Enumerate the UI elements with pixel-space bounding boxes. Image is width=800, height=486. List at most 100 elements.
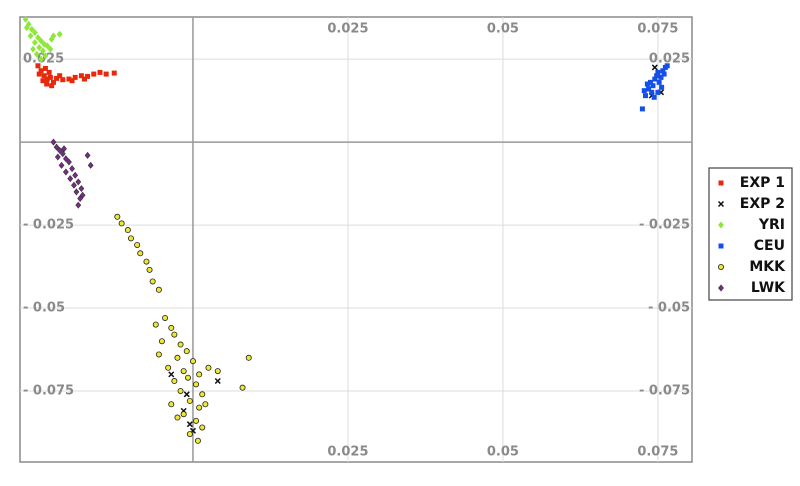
- point: [47, 74, 53, 80]
- point: [647, 79, 653, 85]
- point: [656, 79, 662, 85]
- x-tick-label: 0.025: [327, 445, 368, 460]
- point: [69, 165, 75, 173]
- y-tick-label: - 0.075: [639, 383, 690, 398]
- point: [38, 55, 44, 63]
- point: [152, 321, 159, 328]
- point: [639, 106, 645, 112]
- point: [652, 76, 658, 82]
- point: [649, 89, 655, 95]
- point: [36, 44, 43, 51]
- point: [183, 348, 190, 355]
- point: [54, 75, 60, 81]
- point: [146, 266, 153, 273]
- point: [245, 354, 252, 361]
- point: [118, 220, 125, 227]
- point: [111, 70, 117, 76]
- point: [81, 76, 87, 82]
- point: [650, 83, 656, 89]
- point: [36, 71, 42, 77]
- point: [239, 384, 246, 391]
- point: [50, 32, 57, 40]
- legend-label: EXP 2: [740, 196, 785, 212]
- point: [44, 81, 50, 87]
- point: [47, 45, 54, 53]
- point: [23, 24, 30, 32]
- point: [67, 175, 74, 183]
- point: [124, 227, 131, 234]
- point: [651, 94, 657, 100]
- legend-marker: [718, 284, 724, 292]
- legend-marker: [718, 243, 724, 249]
- point: [53, 143, 60, 151]
- point: [72, 171, 79, 179]
- point: [85, 73, 91, 79]
- point: [193, 381, 200, 388]
- point: [168, 324, 175, 331]
- point: [56, 30, 63, 38]
- point: [41, 73, 47, 79]
- point: [40, 78, 46, 84]
- point: [143, 258, 150, 265]
- plot-frame: [19, 16, 693, 463]
- legend-marker: [718, 180, 724, 186]
- point: [183, 391, 190, 398]
- point: [49, 83, 55, 89]
- point: [50, 138, 57, 146]
- legend-box: [708, 167, 793, 301]
- point: [60, 77, 66, 83]
- point: [27, 32, 34, 40]
- point: [38, 37, 44, 45]
- point: [158, 338, 165, 345]
- point: [78, 185, 85, 193]
- legend-label: YRI: [758, 217, 785, 233]
- x-tick-label: 0.075: [637, 445, 678, 460]
- point: [186, 397, 193, 404]
- point: [186, 431, 193, 438]
- point: [155, 286, 162, 293]
- legend-label: CEU: [754, 238, 785, 254]
- point: [199, 391, 206, 398]
- point: [641, 88, 647, 94]
- point: [661, 71, 667, 77]
- point: [42, 52, 49, 60]
- point: [184, 374, 191, 381]
- point: [186, 421, 193, 428]
- point: [664, 63, 670, 69]
- point: [62, 168, 69, 176]
- point: [202, 401, 209, 408]
- point: [62, 155, 69, 163]
- point: [646, 86, 652, 92]
- point: [87, 161, 94, 169]
- point: [644, 81, 650, 87]
- y-tick-label: 0.025: [649, 52, 690, 67]
- point: [174, 354, 181, 361]
- point: [97, 69, 103, 75]
- point: [42, 65, 48, 71]
- point: [44, 42, 51, 50]
- point: [659, 84, 665, 90]
- point: [174, 414, 181, 421]
- point: [149, 278, 156, 285]
- point: [196, 404, 203, 411]
- point: [58, 161, 65, 169]
- point: [28, 25, 35, 33]
- point: [91, 71, 97, 77]
- point: [658, 74, 664, 80]
- legend-label: LWK: [751, 280, 786, 296]
- y-tick-label: - 0.025: [639, 218, 690, 233]
- point: [168, 371, 175, 378]
- point: [660, 68, 666, 74]
- point: [35, 34, 41, 42]
- point: [66, 76, 72, 82]
- y-tick-label: - 0.05: [648, 301, 690, 316]
- point: [40, 47, 46, 55]
- x-tick-label: 0.05: [487, 22, 519, 37]
- point: [193, 417, 200, 424]
- point: [54, 153, 61, 161]
- point: [84, 151, 91, 159]
- point: [137, 250, 144, 257]
- point: [57, 73, 63, 79]
- point: [61, 145, 67, 153]
